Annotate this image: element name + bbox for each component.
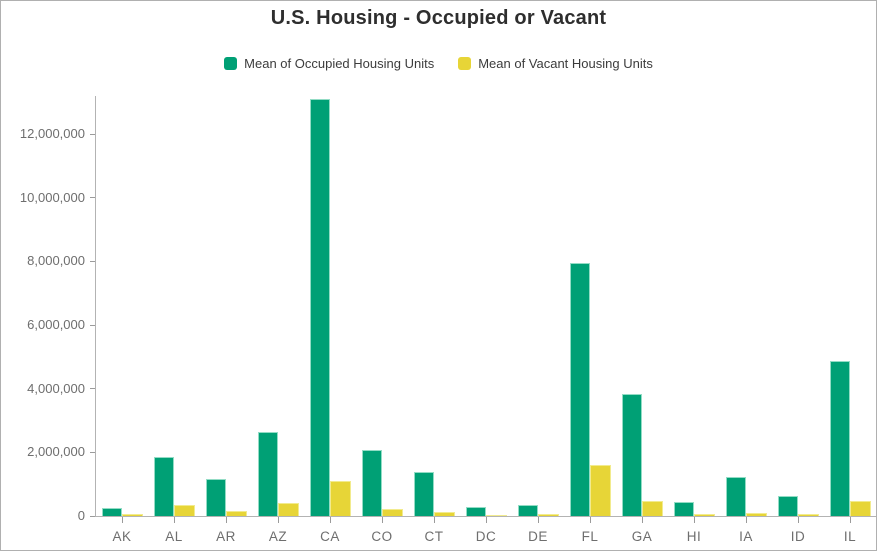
y-axis-tick bbox=[90, 324, 95, 326]
y-axis-line bbox=[95, 96, 96, 516]
x-axis-tick bbox=[642, 517, 643, 523]
chart-title: U.S. Housing - Occupied or Vacant bbox=[270, 7, 607, 29]
y-axis-tick-label: 6,000,000 bbox=[27, 317, 85, 333]
bar-CA-occupied[interactable] bbox=[309, 98, 330, 516]
x-axis-line bbox=[95, 516, 876, 517]
bar-IL-vacant[interactable] bbox=[850, 501, 871, 516]
bar-FL-occupied[interactable] bbox=[569, 263, 590, 516]
x-axis-tick bbox=[746, 517, 747, 523]
x-axis-label-CT: CT bbox=[424, 529, 444, 544]
y-axis-tick bbox=[90, 451, 95, 453]
bar-GA-occupied[interactable] bbox=[621, 394, 642, 516]
bar-AL-vacant[interactable] bbox=[174, 504, 195, 516]
y-axis-tick-label: 4,000,000 bbox=[27, 380, 85, 396]
x-axis-tick bbox=[226, 517, 227, 523]
x-axis-label-CA: CA bbox=[320, 529, 340, 544]
y-axis-tick bbox=[90, 197, 95, 199]
y-axis-tick-label: 0 bbox=[77, 508, 85, 523]
bar-CO-vacant[interactable] bbox=[382, 509, 403, 516]
x-axis-tick bbox=[174, 517, 175, 523]
y-axis-tick-label: 10,000,000 bbox=[19, 189, 85, 205]
legend-item-occupied[interactable]: Mean of Occupied Housing Units bbox=[224, 56, 434, 71]
x-axis-tick bbox=[694, 517, 695, 523]
bar-AK-vacant[interactable] bbox=[122, 514, 143, 516]
y-axis-tick-label: 2,000,000 bbox=[27, 444, 85, 460]
x-axis-tick bbox=[122, 517, 123, 523]
bar-ID-vacant[interactable] bbox=[798, 513, 819, 516]
x-axis-tick bbox=[486, 517, 487, 523]
x-axis-tick bbox=[434, 517, 435, 523]
x-axis-label-AZ: AZ bbox=[268, 529, 288, 544]
x-axis-label-AK: AK bbox=[112, 529, 132, 544]
x-axis-label-DE: DE bbox=[528, 529, 548, 544]
legend-item-vacant[interactable]: Mean of Vacant Housing Units bbox=[458, 56, 653, 71]
x-axis-tick bbox=[590, 517, 591, 523]
x-axis-tick bbox=[798, 517, 799, 523]
y-axis-tick bbox=[90, 388, 95, 390]
bar-GA-vacant[interactable] bbox=[642, 501, 663, 516]
x-axis-tick bbox=[382, 517, 383, 523]
y-axis-tick bbox=[90, 515, 95, 517]
x-axis-label-AR: AR bbox=[216, 529, 236, 544]
x-axis-label-FL: FL bbox=[581, 529, 599, 544]
bar-CT-occupied[interactable] bbox=[413, 471, 434, 516]
bar-IA-occupied[interactable] bbox=[725, 476, 746, 516]
legend-swatch-occupied bbox=[224, 57, 238, 70]
y-axis-tick-label: 8,000,000 bbox=[27, 253, 85, 269]
bar-DC-occupied[interactable] bbox=[465, 507, 486, 516]
legend-label-occupied: Mean of Occupied Housing Units bbox=[244, 56, 435, 71]
x-axis-label-IL: IL bbox=[843, 529, 857, 544]
y-axis-tick bbox=[90, 260, 95, 262]
bar-FL-vacant[interactable] bbox=[590, 465, 611, 516]
legend-swatch-vacant bbox=[458, 57, 472, 70]
bar-IL-occupied[interactable] bbox=[829, 361, 850, 516]
bar-DE-vacant[interactable] bbox=[538, 514, 559, 516]
x-axis-label-DC: DC bbox=[475, 529, 497, 544]
bar-CT-vacant[interactable] bbox=[434, 511, 455, 516]
x-axis-label-AL: AL bbox=[165, 529, 183, 544]
plot-area: 0 2,000,000 4,000,000 6,000,000 8,000,000 10,… bbox=[20, 96, 876, 544]
x-axis-tick bbox=[330, 517, 331, 523]
bar-DE-occupied[interactable] bbox=[517, 504, 538, 516]
x-axis-label-ID: ID bbox=[790, 529, 806, 544]
x-axis-label-GA: GA bbox=[631, 529, 653, 544]
legend: Mean of Occupied Housing Units Mean of Va… bbox=[1, 56, 876, 71]
x-axis-tick bbox=[850, 517, 851, 523]
x-axis-label-HI: HI bbox=[686, 529, 702, 544]
bar-HI-occupied[interactable] bbox=[673, 502, 694, 516]
legend-label-vacant: Mean of Vacant Housing Units bbox=[478, 56, 653, 71]
y-axis-tick-label: 12,000,000 bbox=[19, 126, 85, 142]
bar-AL-occupied[interactable] bbox=[153, 456, 174, 516]
bar-AZ-occupied[interactable] bbox=[257, 432, 278, 516]
x-axis-label-CO: CO bbox=[371, 529, 393, 544]
bar-DC-vacant[interactable] bbox=[486, 514, 507, 516]
x-axis-tick bbox=[538, 517, 539, 523]
bar-AK-occupied[interactable] bbox=[101, 508, 122, 516]
bar-CO-occupied[interactable] bbox=[361, 449, 382, 516]
bar-HI-vacant[interactable] bbox=[694, 513, 715, 516]
bar-ID-occupied[interactable] bbox=[777, 496, 798, 516]
bar-AR-occupied[interactable] bbox=[205, 478, 226, 516]
bar-IA-vacant[interactable] bbox=[746, 512, 767, 516]
x-axis-label-IA: IA bbox=[739, 529, 753, 544]
bar-AZ-vacant[interactable] bbox=[278, 502, 299, 516]
y-axis-tick bbox=[90, 133, 95, 135]
bar-CA-vacant[interactable] bbox=[330, 481, 351, 516]
x-axis-tick bbox=[278, 517, 279, 523]
bar-AR-vacant[interactable] bbox=[226, 510, 247, 516]
